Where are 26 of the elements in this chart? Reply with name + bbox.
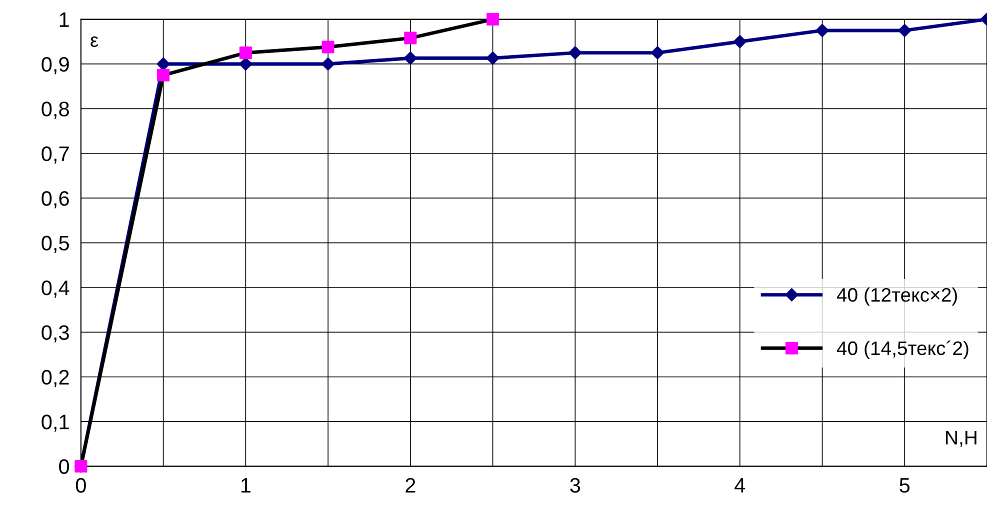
x-tick-label: 3 xyxy=(570,478,580,493)
point xyxy=(404,32,417,44)
y-tick-label: 0 xyxy=(59,459,70,474)
y-axis-title: ε xyxy=(90,36,98,47)
y-tick-label: 0,5 xyxy=(42,236,69,253)
x-tick-label: 0 xyxy=(76,478,86,493)
y-tick-label: 0,1 xyxy=(42,414,69,432)
legend-label: 40 (14,5текс´2) xyxy=(836,340,968,359)
y-tick-label: 1 xyxy=(60,12,69,27)
point xyxy=(157,68,170,82)
x-axis-title: N,H xyxy=(946,431,976,447)
y-tick-label: 0,8 xyxy=(42,102,69,119)
point xyxy=(486,13,500,26)
legend-label: 40 (12текс×2) xyxy=(836,288,957,306)
y-tick-label: 0,7 xyxy=(42,146,69,164)
y-tick-label: 0,6 xyxy=(42,191,69,208)
x-tick-label: 2 xyxy=(406,478,416,493)
x-tick-label: 4 xyxy=(734,478,746,493)
y-tick-label: 0,3 xyxy=(42,325,69,342)
x-tick-label: 1 xyxy=(241,478,250,493)
point xyxy=(239,46,252,60)
x-tick-label: 5 xyxy=(900,478,910,493)
y-tick-label: 0,9 xyxy=(42,56,69,74)
point xyxy=(322,40,334,54)
y-tick-label: 0,2 xyxy=(42,370,69,388)
y-tick-label: 0,4 xyxy=(42,280,70,298)
